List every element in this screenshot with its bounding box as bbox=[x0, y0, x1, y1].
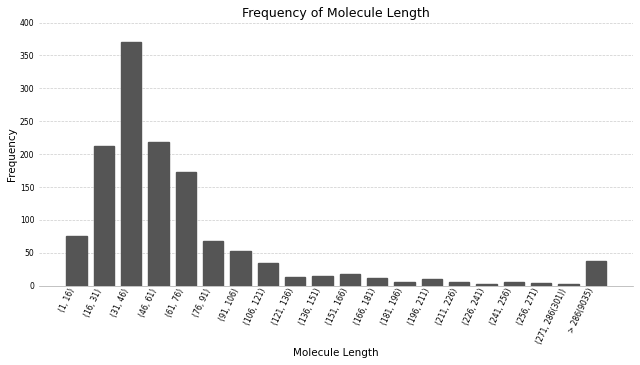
Bar bbox=[586, 261, 606, 286]
Bar bbox=[476, 284, 497, 286]
X-axis label: Molecule Length: Molecule Length bbox=[293, 348, 379, 358]
Bar bbox=[312, 276, 333, 286]
Bar bbox=[175, 172, 196, 286]
Bar bbox=[121, 42, 141, 286]
Bar bbox=[422, 279, 442, 286]
Bar bbox=[340, 274, 360, 286]
Bar bbox=[257, 263, 278, 286]
Bar bbox=[558, 284, 579, 286]
Bar bbox=[203, 241, 223, 286]
Y-axis label: Frequency: Frequency bbox=[7, 127, 17, 181]
Bar bbox=[230, 251, 251, 286]
Bar bbox=[531, 283, 552, 286]
Bar bbox=[285, 277, 305, 286]
Bar bbox=[394, 282, 415, 286]
Bar bbox=[66, 237, 86, 286]
Bar bbox=[449, 282, 469, 286]
Bar bbox=[504, 282, 524, 286]
Bar bbox=[93, 146, 114, 286]
Bar bbox=[367, 278, 387, 286]
Bar bbox=[148, 142, 169, 286]
Title: Frequency of Molecule Length: Frequency of Molecule Length bbox=[243, 7, 430, 20]
